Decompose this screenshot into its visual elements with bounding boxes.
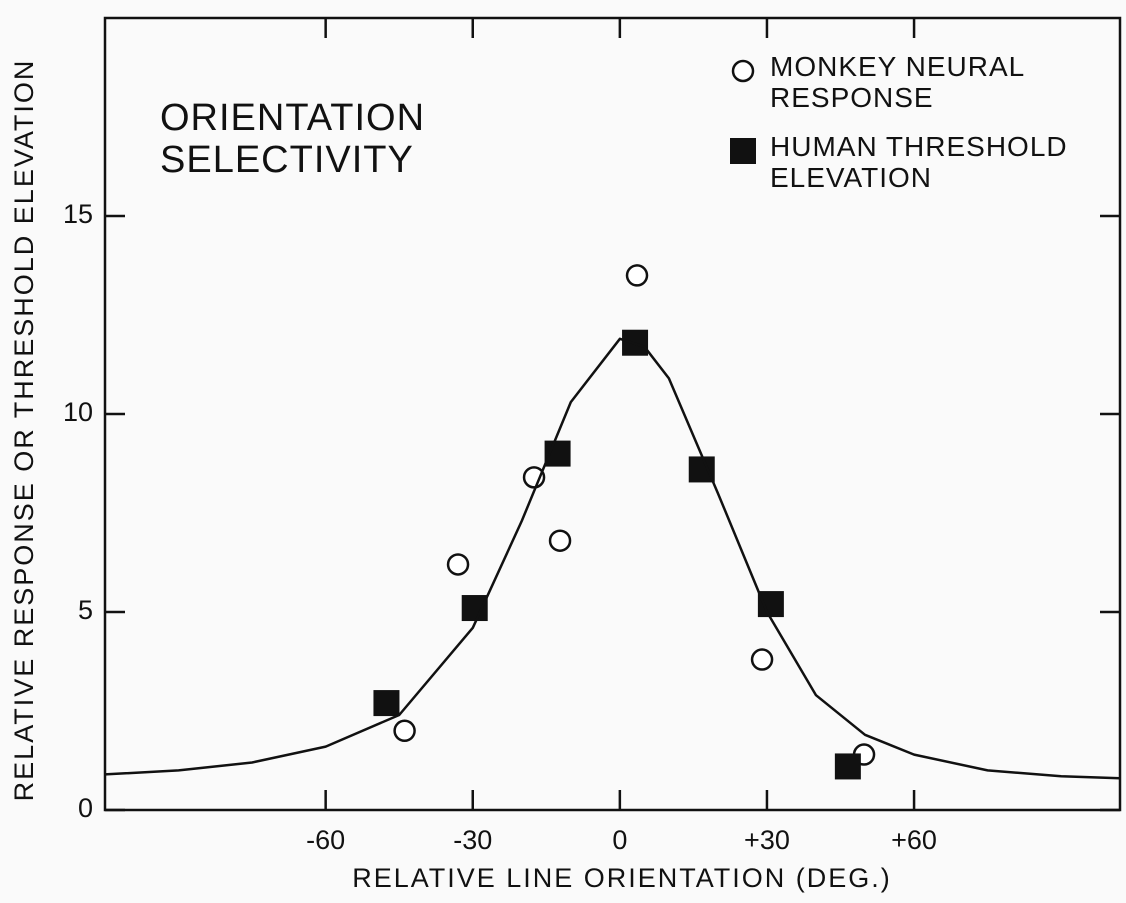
legend-marker (731, 59, 755, 83)
x-tick-label: +60 (891, 825, 937, 855)
legend-label: MONKEY NEURAL RESPONSE (770, 51, 1026, 113)
monkey-point (446, 553, 470, 576)
monkey-point (548, 529, 572, 552)
y-tick-label: 5 (78, 595, 93, 625)
human-point (373, 690, 400, 717)
y-tick-label: 10 (63, 397, 93, 427)
human-point (834, 753, 861, 780)
human-point (757, 591, 784, 618)
x-tick-label: 0 (612, 825, 627, 855)
monkey-point (393, 719, 416, 743)
x-tick-label: -30 (453, 825, 492, 855)
chart-title: ORIENTATION SELECTIVITY (160, 97, 426, 181)
monkey-point (625, 264, 649, 287)
legend-marker (730, 138, 756, 164)
y-tick-label: 15 (63, 199, 93, 229)
monkey-point (750, 648, 774, 671)
y-axis-label: RELATIVE RESPONSE OR THRESHOLD ELEVATION (9, 59, 39, 802)
fit-curve (104, 337, 1121, 780)
y-tick-label: 0 (78, 793, 93, 823)
legend-label: HUMAN THRESHOLD ELEVATION (770, 131, 1068, 193)
x-axis-label: RELATIVE LINE ORIENTATION (DEG.) (352, 863, 892, 893)
human-point (461, 595, 488, 622)
x-tick-label: -60 (306, 825, 345, 855)
x-tick-label: +30 (744, 825, 790, 855)
